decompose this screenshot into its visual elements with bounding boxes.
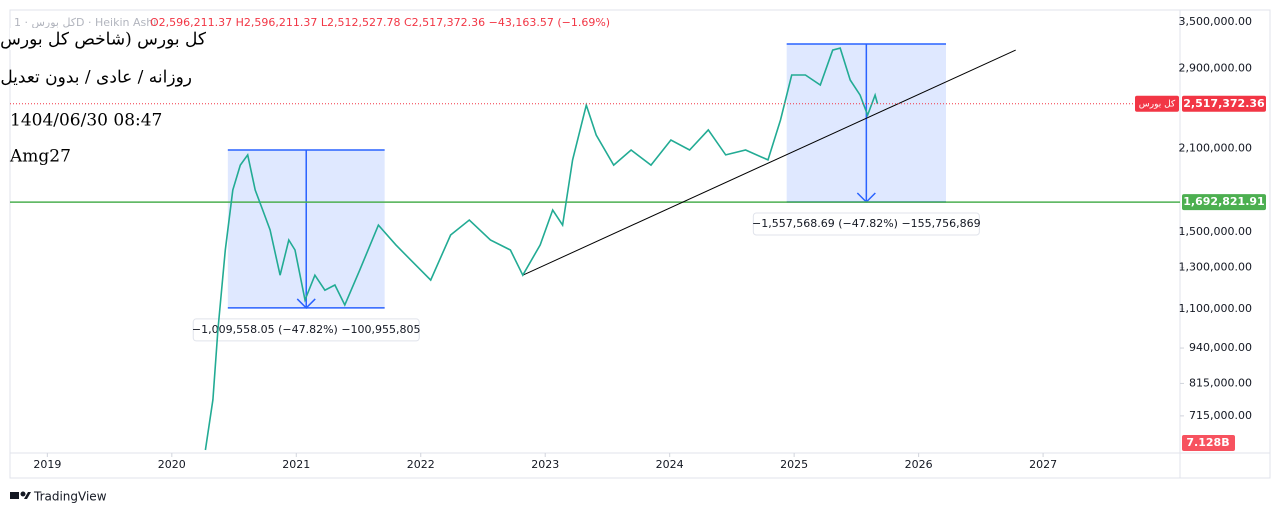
y-tick-label: 940,000.00 <box>1189 341 1252 354</box>
price-line <box>204 47 879 451</box>
horizontal-line-label-bg <box>1182 194 1266 211</box>
y-tick-label: 1,500,000.00 <box>1179 225 1252 238</box>
brand-logo <box>10 491 31 499</box>
y-tick-label: 1,300,000.00 <box>1179 261 1252 274</box>
trendline <box>522 49 1016 276</box>
y-tick-label: 715,000.00 <box>1189 409 1252 422</box>
last-price-label: 2,517,372.36 <box>1183 97 1265 110</box>
plot: −1,009,558.05 (−47.82%) −100,955,805 −1,5… <box>10 43 1180 451</box>
author: Amg27 <box>9 147 71 167</box>
y-tick-label: 815,000.00 <box>1189 376 1252 389</box>
measure-label-bg <box>752 212 980 236</box>
volume-label: 7.128B <box>1186 436 1229 449</box>
brand: TradingView <box>33 490 107 504</box>
last-price-name: کل بورس <box>1139 99 1176 109</box>
title: کل بورس (شاخص کل بورس) <box>0 30 207 50</box>
last-price-name-bg <box>1135 95 1179 112</box>
y-tick-label: 2,900,000.00 <box>1179 62 1252 75</box>
header-ohlc: O2,596,211.37 H2,596,211.37 L2,512,527.7… <box>150 16 610 29</box>
frame <box>9 9 1271 479</box>
y-tick-label: 1,100,000.00 <box>1179 302 1252 315</box>
header-symbol: کل بورس · 1D · Heikin Ashi <box>14 16 156 29</box>
x-tick-label: 2021 <box>282 458 310 471</box>
y-tick-label: 2,100,000.00 <box>1179 142 1252 155</box>
y-tick-label: 3,500,000.00 <box>1179 15 1252 28</box>
x-tick-label: 2027 <box>1029 458 1057 471</box>
measure-label-bg <box>192 318 420 342</box>
x-tick-label: 2020 <box>158 458 186 471</box>
volume-label-bg <box>1182 435 1235 451</box>
x-tick-label: 2019 <box>33 458 61 471</box>
subtitle: روزانه / عادی / بدون تعدیل <box>0 68 192 88</box>
timestamp: 1404/06/30 08:47 <box>10 111 162 131</box>
title-bg <box>10 28 210 50</box>
x-tick-label: 2026 <box>905 458 933 471</box>
x-tick-label: 2025 <box>780 458 808 471</box>
horizontal-line-label: 1,692,821.91 <box>1183 195 1264 208</box>
measure-arrow <box>296 150 316 309</box>
last-price-label-bg <box>1182 95 1266 112</box>
x-tick-label: 2024 <box>656 458 684 471</box>
x-tick-label: 2022 <box>407 458 435 471</box>
x-tick-label: 2023 <box>531 458 559 471</box>
measure-label: −1,557,568.69 (−47.82%) −155,756,869 <box>752 217 981 230</box>
measure-label: −1,009,558.05 (−47.82%) −100,955,805 <box>192 323 421 336</box>
